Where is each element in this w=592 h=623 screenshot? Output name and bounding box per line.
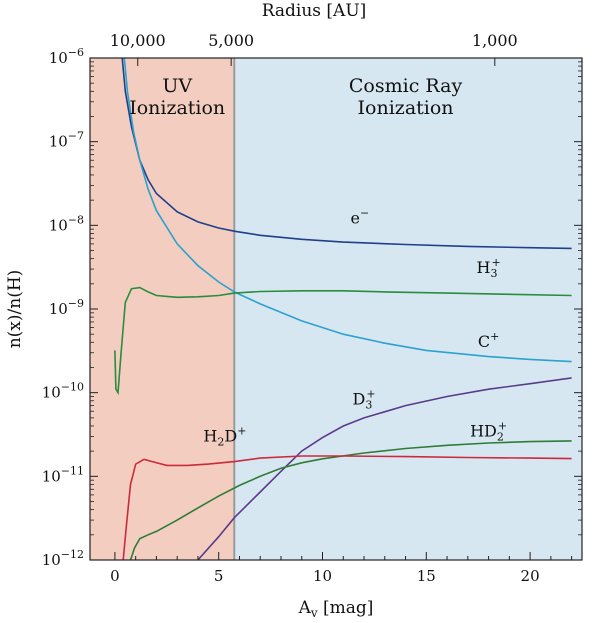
y-tick-label: 10−7 (49, 130, 84, 151)
y-tick-label: 10−6 (49, 46, 84, 67)
y-tick-label: 10−9 (49, 297, 84, 318)
y-tick-label: 10−11 (42, 464, 84, 485)
y-axis-title: n(x)/n(H) (5, 270, 25, 349)
x-tick-label: 5 (214, 567, 224, 585)
region-cosmic-ray-background (234, 58, 582, 560)
top-axis-title: Radius [AU] (262, 1, 367, 21)
series-line-2 (114, 286, 572, 396)
y-tick-label: 10−8 (49, 213, 84, 234)
series-line-5 (122, 455, 572, 560)
series-label-5: H2D+ (203, 425, 246, 449)
region-uv-background (90, 58, 235, 560)
x-tick-label: 0 (110, 567, 120, 585)
x-tick-label: 20 (521, 567, 540, 585)
series-line-4 (129, 440, 572, 560)
chart-labels: UV Ionization Cosmic Ray Ionization e− C+ H3+ D… (5, 1, 540, 620)
series-label-3: D3+ (353, 388, 376, 412)
series-label-1: C+ (478, 330, 499, 351)
y-tick-label: 10−10 (42, 381, 84, 402)
top-tick-label: 10,000 (110, 31, 166, 50)
axis-ticks (90, 57, 582, 561)
series-label-4: HD2+ (470, 419, 507, 443)
series-line-1 (123, 58, 572, 363)
x-axis-title: Av [mag] (298, 598, 374, 620)
y-tick-label: 10−12 (42, 548, 84, 569)
ionization-regions (90, 58, 582, 560)
x-tick-label: 15 (417, 567, 436, 585)
series-label-2: H3+ (476, 256, 500, 280)
top-tick-label: 1,000 (472, 31, 518, 50)
series-label-0: e− (351, 207, 370, 228)
region-uv-title: UV Ionization (129, 75, 225, 119)
x-tick-label: 10 (313, 567, 332, 585)
region-cosmic-ray-title: Cosmic Ray Ionization (349, 75, 463, 119)
top-tick-label: 5,000 (208, 31, 254, 50)
series-line-3 (197, 377, 572, 560)
abundance-series (114, 58, 572, 560)
